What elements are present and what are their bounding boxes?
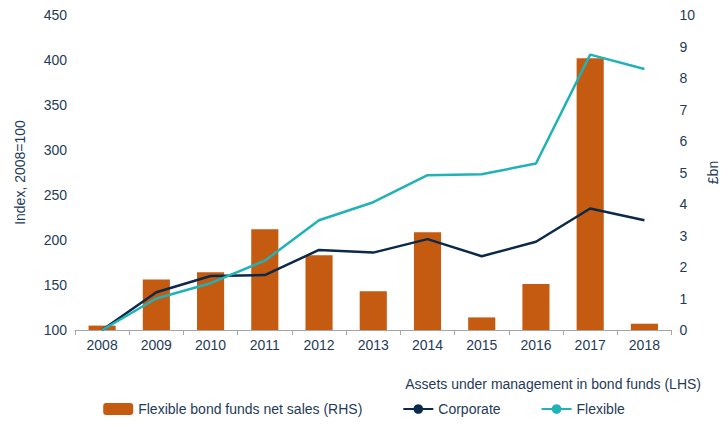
svg-text:Index, 2008=100: Index, 2008=100 (12, 120, 28, 225)
svg-text:2010: 2010 (195, 337, 226, 353)
svg-text:7: 7 (680, 102, 688, 118)
svg-text:300: 300 (44, 142, 68, 158)
svg-text:2008: 2008 (87, 337, 118, 353)
svg-text:9: 9 (680, 39, 688, 55)
svg-text:2016: 2016 (520, 337, 551, 353)
svg-text:450: 450 (44, 7, 68, 23)
svg-text:150: 150 (44, 277, 68, 293)
svg-text:100: 100 (44, 322, 68, 338)
svg-text:1: 1 (680, 291, 688, 307)
svg-text:5: 5 (680, 165, 688, 181)
svg-text:Flexible: Flexible (577, 401, 625, 417)
svg-text:350: 350 (44, 97, 68, 113)
svg-text:6: 6 (680, 133, 688, 149)
svg-text:£bn: £bn (705, 161, 721, 184)
svg-text:4: 4 (680, 196, 688, 212)
svg-text:250: 250 (44, 187, 68, 203)
svg-text:3: 3 (680, 228, 688, 244)
svg-text:2013: 2013 (358, 337, 389, 353)
svg-text:200: 200 (44, 232, 68, 248)
svg-text:8: 8 (680, 70, 688, 86)
svg-text:0: 0 (680, 322, 688, 338)
svg-text:2: 2 (680, 259, 688, 275)
svg-text:10: 10 (680, 7, 696, 23)
svg-text:2009: 2009 (141, 337, 172, 353)
svg-text:2011: 2011 (250, 337, 280, 353)
svg-text:Corporate: Corporate (438, 401, 500, 417)
svg-text:2015: 2015 (466, 337, 497, 353)
svg-text:Flexible bond funds net sales: Flexible bond funds net sales (RHS) (138, 401, 362, 417)
svg-text:2017: 2017 (575, 337, 606, 353)
svg-text:2018: 2018 (629, 337, 660, 353)
svg-text:400: 400 (44, 52, 68, 68)
svg-text:2014: 2014 (412, 337, 443, 353)
svg-text:Assets under management in bon: Assets under management in bond funds (L… (405, 376, 701, 392)
svg-text:2012: 2012 (303, 337, 334, 353)
